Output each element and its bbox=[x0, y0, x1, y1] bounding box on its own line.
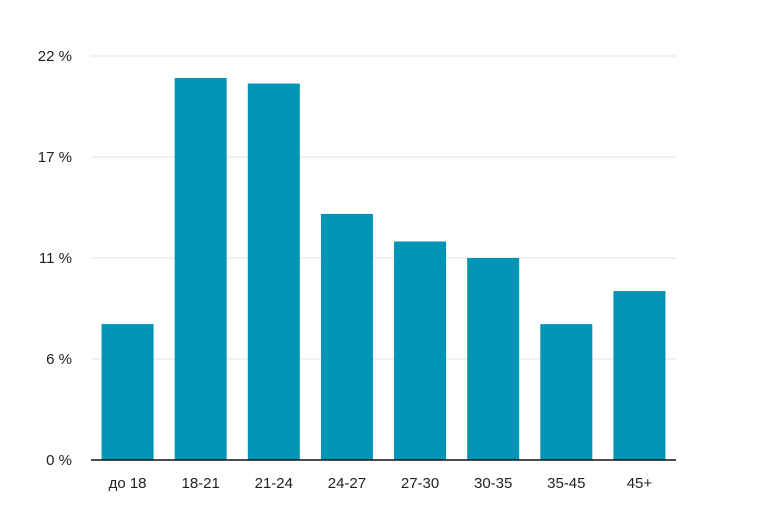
x-axis-ticks: до 18 18-21 21-24 24-27 27-30 30-35 35-45 45+ bbox=[109, 475, 653, 492]
bar bbox=[174, 78, 227, 460]
bar bbox=[320, 213, 373, 460]
y-tick-label: 0 % bbox=[46, 452, 72, 469]
y-axis-ticks: 0 % 6 % 11 % 17 % 22 % bbox=[38, 48, 72, 469]
x-tick-label: 18-21 bbox=[182, 475, 220, 492]
x-tick-label: 30-35 bbox=[474, 475, 512, 492]
y-tick-label: 6 % bbox=[46, 351, 72, 368]
bar bbox=[467, 258, 520, 460]
bar bbox=[394, 241, 447, 460]
bar bbox=[540, 324, 593, 460]
x-tick-label: 45+ bbox=[627, 475, 653, 492]
bars-layer bbox=[101, 78, 666, 460]
x-tick-label: 35-45 bbox=[547, 475, 585, 492]
bar bbox=[613, 291, 666, 460]
y-tick-label: 11 % bbox=[39, 250, 72, 267]
x-tick-label: 21-24 bbox=[255, 475, 293, 492]
bar bbox=[101, 324, 154, 460]
y-tick-label: 17 % bbox=[38, 149, 72, 166]
y-tick-label: 22 % bbox=[38, 48, 72, 65]
x-tick-label: 24-27 bbox=[328, 475, 366, 492]
x-tick-label: до 18 bbox=[109, 475, 147, 492]
x-tick-label: 27-30 bbox=[401, 475, 439, 492]
bar bbox=[247, 83, 300, 460]
